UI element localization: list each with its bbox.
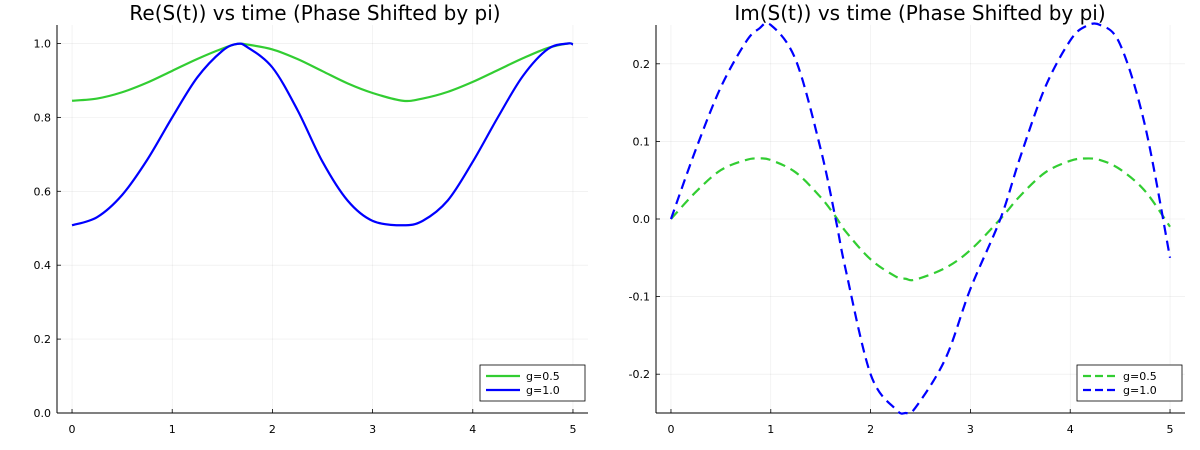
- series-line: [71, 42, 574, 103]
- re-panel: Re(S(t)) vs time (Phase Shifted by pi) 0 1…: [34, 1, 588, 436]
- legend-label: g=1.0: [526, 384, 560, 397]
- x-tick-label: 2: [269, 423, 276, 436]
- y-tick-label: -0.1: [629, 291, 650, 304]
- x-tick-label: 5: [1167, 423, 1174, 436]
- y-tick-label: 0.0: [34, 407, 52, 420]
- x-tick-label: 3: [967, 423, 974, 436]
- x-tick-label: 1: [169, 423, 176, 436]
- x-tick-label: 1: [767, 423, 774, 436]
- y-tick-label: 0.6: [34, 185, 52, 198]
- legend-label: g=0.5: [526, 370, 560, 383]
- x-tick-label: 0: [667, 423, 674, 436]
- legend-box: [1076, 364, 1183, 402]
- y-tick-label: 0.2: [633, 58, 651, 71]
- legend-label: g=0.5: [1123, 370, 1157, 383]
- y-tick-label: 0.2: [34, 333, 52, 346]
- y-tick-label: 0.0: [633, 213, 651, 226]
- x-tick-label: 2: [867, 423, 874, 436]
- chart-title: Im(S(t)) vs time (Phase Shifted by pi): [734, 1, 1105, 25]
- y-tick-label: 0.4: [34, 259, 52, 272]
- series-line: [669, 21, 1172, 415]
- x-tick-label: 3: [369, 423, 376, 436]
- y-tick-label: 1.0: [34, 37, 52, 50]
- im-panel: Im(S(t)) vs time (Phase Shifted by pi) 0 1…: [629, 1, 1185, 436]
- x-tick-label: 4: [469, 423, 476, 436]
- series-line: [670, 157, 1171, 282]
- x-tick-label: 0: [69, 423, 76, 436]
- x-tick-label: 5: [569, 423, 576, 436]
- legend-box: [479, 364, 586, 402]
- chart-title: Re(S(t)) vs time (Phase Shifted by pi): [129, 1, 500, 25]
- y-tick-label: 0.1: [633, 135, 651, 148]
- x-tick-label: 4: [1067, 423, 1074, 436]
- y-tick-label: -0.2: [629, 368, 650, 381]
- y-tick-label: 0.8: [34, 111, 52, 124]
- legend-label: g=1.0: [1123, 384, 1157, 397]
- series-line: [71, 42, 574, 227]
